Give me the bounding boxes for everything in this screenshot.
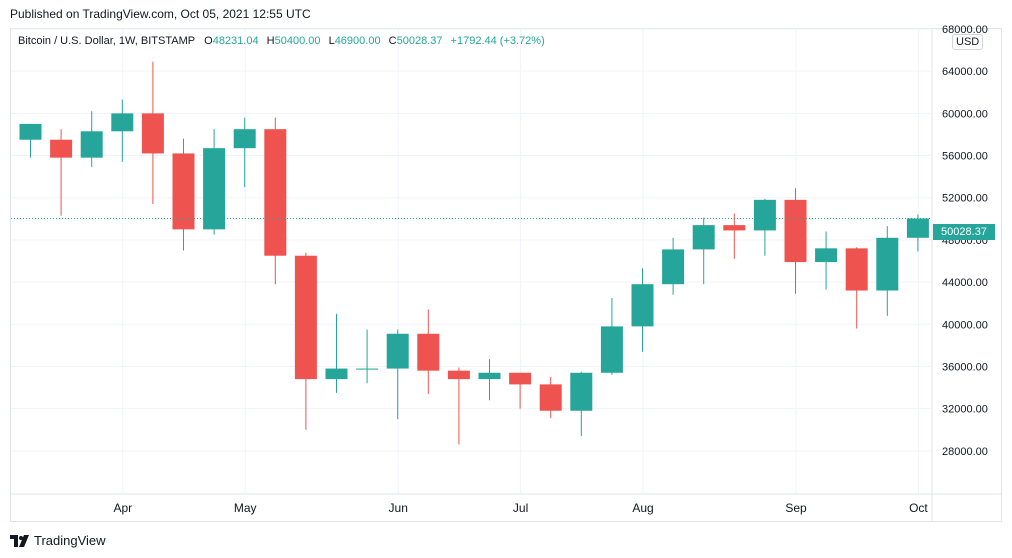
candle-up <box>80 111 103 168</box>
high-label: H <box>266 35 275 47</box>
candle-up <box>753 198 776 256</box>
y-tick-label: 64000.00 <box>942 66 988 78</box>
candle-up <box>662 237 685 295</box>
x-tick-label: Sep <box>785 501 807 515</box>
candle-up <box>111 99 134 162</box>
low-value: 46900.00 <box>334 35 381 47</box>
candle-body <box>662 249 685 285</box>
close-value: 50028.37 <box>396 35 443 47</box>
candle-body <box>784 199 807 263</box>
y-tick-label: 44000.00 <box>942 277 988 289</box>
candle-body <box>325 368 348 380</box>
candle-down <box>417 309 440 394</box>
candle-body <box>906 218 929 238</box>
candle-body <box>264 129 287 256</box>
candle-up <box>356 329 379 384</box>
candle-down <box>141 61 164 205</box>
candle-up <box>631 268 654 352</box>
candle-up <box>876 226 899 316</box>
y-tick-label: 36000.00 <box>942 361 988 373</box>
y-tick-label: 32000.00 <box>942 404 988 416</box>
candle-down <box>264 117 287 285</box>
candle-down <box>172 138 195 251</box>
published-caption: Published on TradingView.com, Oct 05, 20… <box>10 7 311 21</box>
candle-body <box>203 148 226 230</box>
y-tick-label: 28000.00 <box>942 446 988 458</box>
candle-up <box>815 231 838 290</box>
candle-down <box>845 247 868 329</box>
x-tick-label: Apr <box>113 501 132 515</box>
candle-up <box>478 359 501 401</box>
tradingview-logo-icon[interactable] <box>10 534 30 547</box>
candle-up <box>692 217 715 285</box>
candle-down <box>447 367 470 445</box>
candle-body <box>631 284 654 327</box>
last-price-badge: 50028.37 <box>933 224 995 240</box>
candle-body <box>570 372 593 411</box>
candle-body <box>447 370 470 380</box>
candle-body <box>509 372 532 385</box>
candle-body <box>815 248 838 263</box>
x-tick-label: Oct <box>909 501 928 515</box>
candle-down <box>539 377 562 419</box>
footer-brand[interactable]: TradingView <box>34 533 106 548</box>
candle-up <box>600 297 623 375</box>
open-value: 48231.04 <box>212 35 259 47</box>
candle-body <box>723 225 746 231</box>
footer: TradingView <box>10 533 106 548</box>
x-tick-label: May <box>234 501 257 515</box>
candle-body <box>172 153 195 230</box>
candle-down <box>723 213 746 259</box>
candle-body <box>356 368 379 370</box>
x-tick-label: Jul <box>513 501 528 515</box>
candle-down <box>509 372 532 409</box>
price-axis: 28000.00 32000.00 36000.00 40000.00 44000.00… <box>942 24 988 458</box>
open-label: O <box>204 35 213 47</box>
candle-body <box>19 123 42 140</box>
candle-up <box>570 371 593 437</box>
x-tick-label: Jun <box>389 501 408 515</box>
candles-layer <box>19 61 929 445</box>
candle-up <box>906 214 929 252</box>
candle-body <box>753 199 776 231</box>
candle-down <box>784 188 807 294</box>
candle-body <box>80 131 103 158</box>
y-tick-label: 68000.00 <box>942 24 988 36</box>
close-label: C <box>388 35 397 47</box>
candle-up <box>325 313 348 393</box>
candle-body <box>386 333 409 369</box>
candle-up <box>203 129 226 235</box>
candle-up <box>386 329 409 420</box>
candle-up <box>233 117 256 188</box>
y-tick-label: 56000.00 <box>942 151 988 163</box>
high-value: 50400.00 <box>274 35 321 47</box>
candle-body <box>50 139 73 158</box>
low-label: L <box>328 35 335 47</box>
chart-grid <box>11 28 931 493</box>
change-value: +1792.44 (+3.72%) <box>450 35 545 47</box>
y-tick-label: 52000.00 <box>942 193 988 205</box>
candle-down <box>50 129 73 216</box>
time-axis: Apr May Jun Jul Aug Sep Oct <box>113 501 928 515</box>
candle-body <box>539 384 562 411</box>
symbol-title[interactable]: Bitcoin / U.S. Dollar, 1W, BITSTAMP <box>18 35 196 47</box>
y-tick-label: 40000.00 <box>942 319 988 331</box>
candle-body <box>233 129 256 149</box>
candle-body <box>845 248 868 291</box>
candle-body <box>478 372 501 380</box>
candle-body <box>876 237 899 291</box>
candle-down <box>294 252 317 430</box>
ohlc-legend: Bitcoin / U.S. Dollar, 1W, BITSTAMP O482… <box>18 35 550 47</box>
candle-up <box>19 123 42 158</box>
x-tick-label: Aug <box>632 501 653 515</box>
y-tick-label: 60000.00 <box>942 108 988 120</box>
candle-body <box>111 113 134 132</box>
candle-body <box>600 326 623 373</box>
candle-body <box>294 255 317 380</box>
candle-body <box>141 113 164 154</box>
currency-selector[interactable]: USD <box>952 34 984 50</box>
candle-body <box>417 333 440 371</box>
candle-body <box>692 225 715 250</box>
